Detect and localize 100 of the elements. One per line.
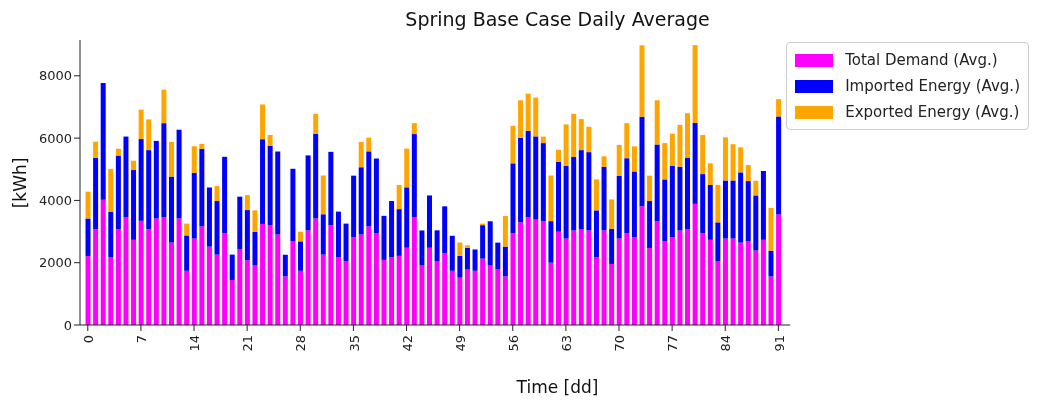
bar <box>320 254 326 325</box>
bar <box>677 166 683 231</box>
x-tick-label: 7 <box>134 335 150 344</box>
bar <box>586 126 592 153</box>
bar <box>624 158 630 234</box>
bar <box>510 233 516 325</box>
bar <box>108 168 114 212</box>
bar <box>275 151 281 235</box>
bar <box>540 221 546 325</box>
bar <box>518 100 524 138</box>
bar <box>533 219 539 325</box>
bar <box>510 125 516 164</box>
bar <box>722 137 728 181</box>
bar <box>161 89 167 124</box>
bar <box>722 238 728 325</box>
bar <box>662 179 668 242</box>
bar <box>214 186 220 202</box>
bar <box>244 195 250 211</box>
bar <box>244 260 250 325</box>
bar <box>411 123 417 135</box>
bar <box>267 135 273 146</box>
bar <box>654 221 660 325</box>
bar <box>335 257 341 325</box>
bar <box>472 270 478 325</box>
bar <box>85 256 91 325</box>
bar <box>616 144 622 176</box>
bar <box>131 170 137 240</box>
bar <box>260 104 266 140</box>
x-tick-label: 84 <box>718 335 734 352</box>
bar <box>556 149 562 162</box>
bar <box>669 165 675 238</box>
bar <box>548 262 554 325</box>
x-tick-label: 28 <box>293 335 309 352</box>
bar <box>502 246 508 277</box>
bar <box>601 230 607 325</box>
bar <box>768 276 774 325</box>
bar <box>282 276 288 325</box>
bar <box>85 218 91 257</box>
bar <box>434 261 440 325</box>
bar <box>115 155 121 230</box>
bar <box>85 191 91 219</box>
bar <box>730 238 736 325</box>
bar <box>616 175 622 239</box>
bar <box>252 231 258 266</box>
bar <box>222 233 228 325</box>
bar <box>654 100 660 145</box>
bar <box>707 163 713 185</box>
bar <box>533 136 539 220</box>
bar <box>502 215 508 247</box>
bar <box>184 223 190 236</box>
bar <box>366 137 372 152</box>
bar <box>290 241 296 325</box>
bar <box>396 184 402 210</box>
bar <box>108 211 114 258</box>
bar <box>381 215 387 260</box>
bar <box>244 210 250 261</box>
bar <box>191 238 197 325</box>
bar <box>480 258 486 325</box>
bar <box>776 116 782 215</box>
bar <box>260 223 266 325</box>
bar <box>449 270 455 325</box>
bar <box>237 196 243 249</box>
bar <box>373 233 379 325</box>
bar <box>707 239 713 325</box>
bar <box>571 230 577 325</box>
x-tick-label: 70 <box>612 335 628 352</box>
bar <box>457 255 463 278</box>
bar <box>578 150 584 230</box>
bar <box>518 137 524 223</box>
x-tick-label: 56 <box>505 335 521 352</box>
bar <box>548 175 554 222</box>
x-tick-label: 49 <box>452 335 468 352</box>
bar <box>358 234 364 325</box>
bar <box>510 163 516 234</box>
bar <box>343 261 349 325</box>
bar <box>487 265 493 325</box>
bar <box>745 165 751 182</box>
bar <box>396 209 402 256</box>
bar <box>639 116 645 207</box>
bar <box>518 222 524 325</box>
bar <box>146 119 152 151</box>
bar <box>593 179 599 211</box>
bar <box>199 143 205 149</box>
bar <box>404 247 410 325</box>
bar <box>176 218 182 325</box>
bar <box>161 123 167 218</box>
bar <box>138 220 144 325</box>
bar <box>685 157 691 230</box>
bar <box>525 217 531 325</box>
bar <box>260 139 266 224</box>
bar <box>305 155 311 231</box>
bar <box>776 99 782 117</box>
bar <box>298 270 303 325</box>
bar <box>153 140 159 219</box>
bar <box>93 157 99 230</box>
bar <box>206 187 212 247</box>
bar <box>115 229 121 325</box>
bar <box>396 255 402 325</box>
bar <box>548 221 554 263</box>
legend-label: Exported Energy (Avg.) <box>845 103 1020 121</box>
